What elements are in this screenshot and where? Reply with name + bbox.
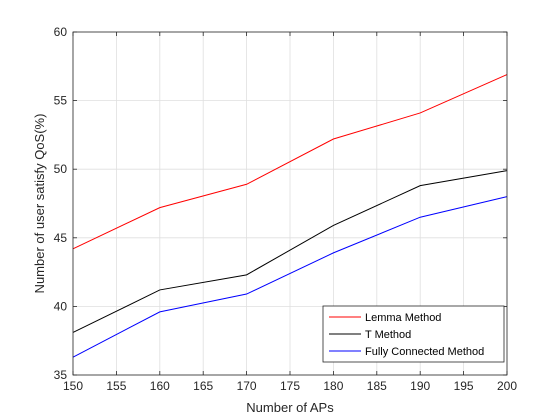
y-axis-label: Number of user satisfy QoS(%)	[32, 114, 47, 294]
y-tick-label: 55	[54, 94, 68, 108]
series-layer	[72, 74, 508, 358]
legend-label: Lemma Method	[365, 312, 441, 324]
x-tick-label: 185	[367, 379, 387, 393]
x-tick-label: 165	[193, 379, 213, 393]
series-line-lemma-method	[72, 74, 508, 250]
x-axis-label: Number of APs	[246, 400, 334, 415]
x-tick-label: 175	[280, 379, 300, 393]
x-tick-label: 155	[106, 379, 126, 393]
y-tick-label: 45	[54, 231, 68, 245]
x-tick-label: 195	[454, 379, 474, 393]
x-tick-label: 170	[237, 379, 257, 393]
x-tick-labels: 150 155 160 165 170 175 180 185 190 195 200	[63, 379, 517, 393]
y-tick-labels: 35 40 45 50 55 60	[54, 25, 68, 382]
y-tick-label: 35	[54, 368, 68, 382]
axis-ticks	[72, 31, 508, 376]
legend-label: T Method	[365, 329, 411, 341]
y-tick-label: 50	[54, 162, 68, 176]
x-tick-label: 200	[497, 379, 517, 393]
x-tick-label: 190	[410, 379, 430, 393]
x-tick-label: 150	[63, 379, 83, 393]
legend-label: Fully Connected Method	[365, 346, 484, 358]
series-line-t-method	[72, 170, 508, 333]
y-tick-label: 40	[54, 299, 68, 313]
x-tick-label: 160	[150, 379, 170, 393]
x-tick-label: 180	[323, 379, 343, 393]
legend: Lemma Method T Method Fully Connected Meth…	[322, 305, 505, 363]
y-tick-label: 60	[54, 25, 68, 39]
series-line-fully-connected-method	[72, 196, 508, 358]
